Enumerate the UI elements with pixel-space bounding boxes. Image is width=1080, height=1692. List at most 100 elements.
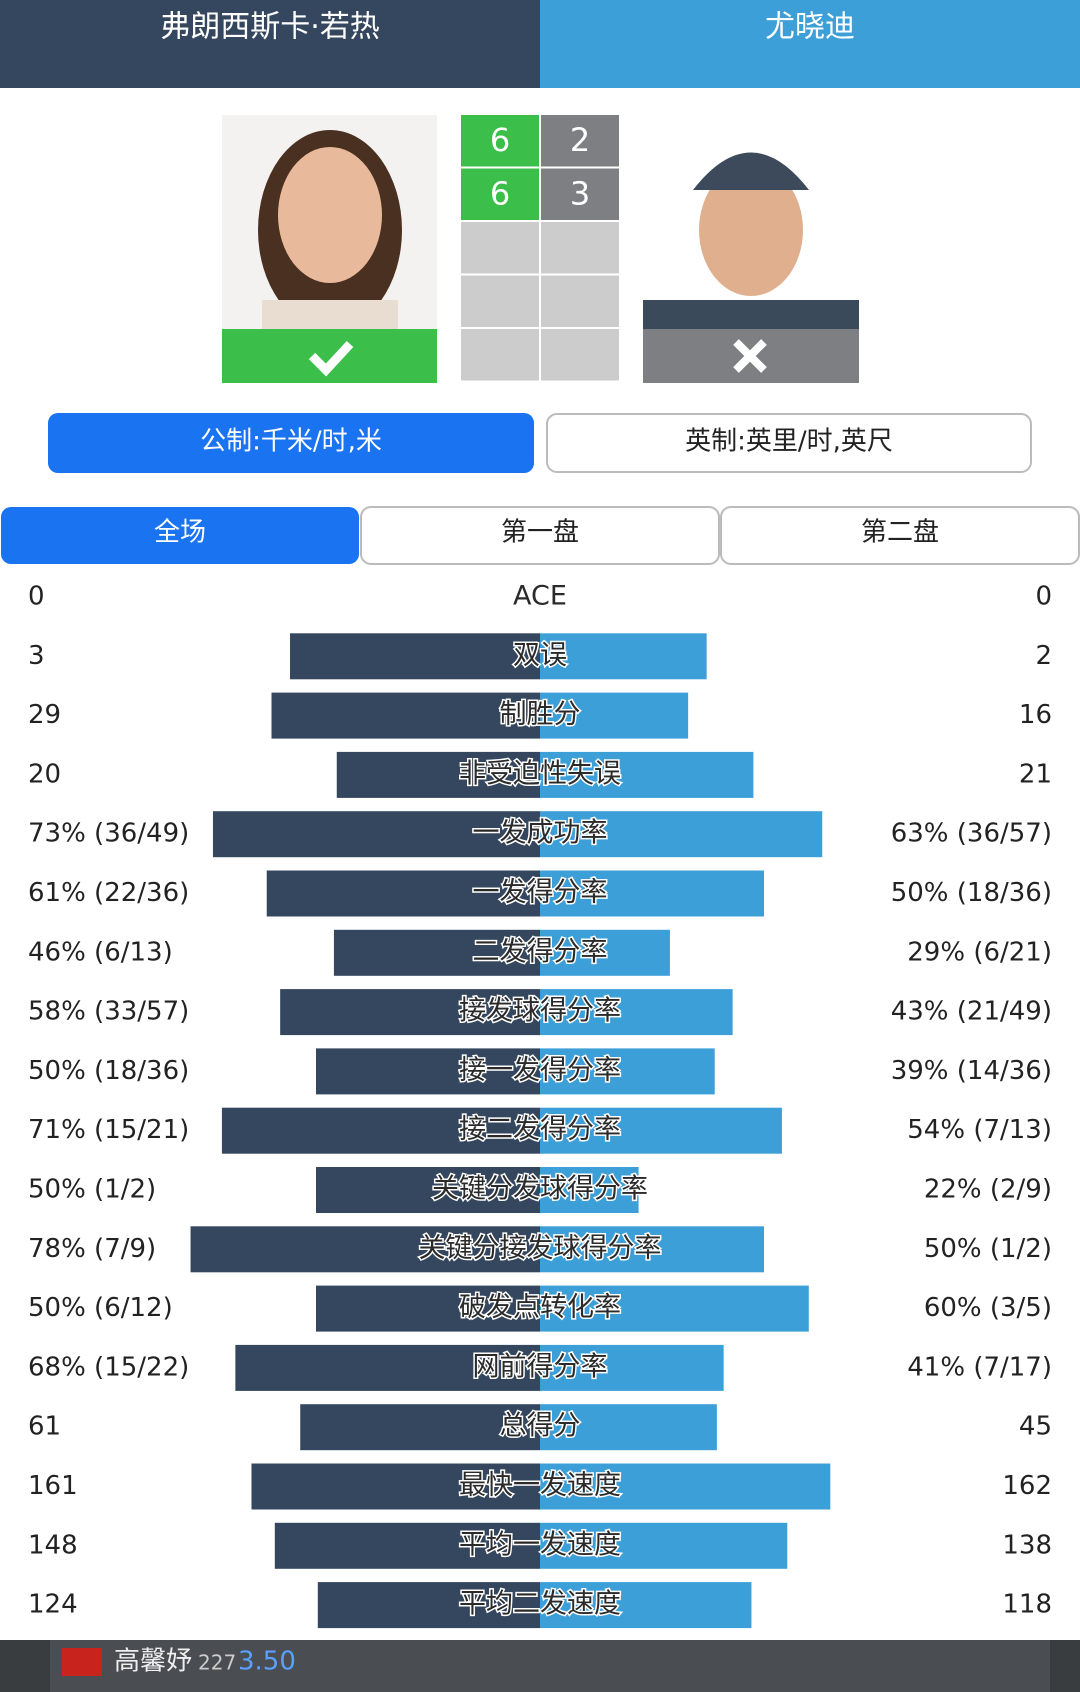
left-bar (316, 1048, 540, 1095)
right-bar (540, 1167, 639, 1213)
right-value: 22% (2/9) (924, 1175, 1052, 1205)
right-value: 138 (1002, 1530, 1052, 1560)
player1-photo (222, 115, 437, 330)
stat-label: ACE (513, 581, 567, 612)
right-bar (540, 1226, 764, 1273)
right-bar (540, 1285, 809, 1332)
score-cell (541, 168, 619, 220)
left-value: 61% (22/36) (28, 878, 189, 908)
left-bar (333, 929, 540, 976)
stat-label: 一发成功率 (473, 818, 608, 849)
stat-label: 破发点转化率 (459, 1292, 621, 1323)
left-bar (274, 1522, 540, 1569)
stat-label: 平均二发速度 (459, 1589, 621, 1620)
left-bar (300, 1404, 540, 1451)
left-value: 61 (28, 1412, 61, 1442)
left-bar (271, 692, 540, 739)
right-value: 43% (21/49) (891, 997, 1052, 1027)
stat-label: 总得分 (500, 1411, 581, 1442)
set-score: 6 (490, 174, 510, 212)
right-bar (540, 1522, 788, 1569)
tab[interactable] (360, 506, 720, 565)
left-bar (336, 751, 540, 798)
score-cell (461, 275, 539, 327)
player2-photo (643, 115, 859, 329)
tab-label: 全场 (154, 518, 206, 548)
right-bar (540, 1463, 831, 1510)
left-value: 161 (28, 1471, 78, 1501)
score-cell (461, 115, 539, 167)
ticker-rank: 227 (198, 1651, 236, 1675)
stat-label: 接一发得分率 (459, 1055, 621, 1086)
tabs: 全场 第一盘 第二盘 (1, 506, 1080, 565)
right-bar (540, 989, 733, 1036)
right-value: 29% (6/21) (907, 937, 1052, 967)
score-cell (541, 275, 619, 327)
right-bar (540, 692, 689, 739)
score-cell (541, 222, 619, 274)
score-cell (461, 168, 539, 220)
metric-button[interactable] (48, 413, 534, 473)
winner-badge (222, 329, 437, 383)
stat-label: 平均一发速度 (459, 1529, 621, 1560)
score-grid: 6 2 6 3 (461, 115, 619, 381)
right-bar (540, 870, 764, 917)
right-bar (540, 633, 707, 680)
imperial-button[interactable] (546, 413, 1032, 473)
imperial-label: 英制:英里/时,英尺 (685, 427, 893, 457)
right-bar (540, 1344, 724, 1391)
right-bar (540, 1048, 715, 1095)
tab-label: 第二盘 (861, 518, 939, 548)
tab[interactable] (720, 506, 1080, 565)
player1-name: 弗朗西斯卡·若热 (160, 10, 380, 45)
ticker-inner (50, 1640, 1050, 1692)
left-value: 46% (6/13) (28, 937, 173, 967)
left-bar (280, 989, 540, 1036)
stat-label: 关键分发球得分率 (432, 1174, 648, 1205)
left-value: 78% (7/9) (28, 1234, 156, 1264)
stats: 0 0 ACE 3 2 双误 29 16 制胜分 20 21 非受迫性失误 73% (36/49) 63%… (28, 579, 1052, 1629)
left-value: 50% (6/12) (28, 1293, 173, 1323)
ticker-odds: 3.50 (238, 1647, 296, 1677)
left-value: 71% (15/21) (28, 1115, 189, 1145)
ticker-name: 高馨妤 (114, 1647, 192, 1677)
left-value: 58% (33/57) (28, 997, 189, 1027)
set-score: 3 (570, 174, 590, 212)
right-value: 2 (1035, 641, 1052, 671)
right-value: 16 (1019, 700, 1052, 730)
left-bar (316, 1167, 540, 1213)
score-cell (541, 115, 619, 167)
tab[interactable] (1, 507, 359, 564)
right-value: 118 (1002, 1590, 1052, 1620)
flag (62, 1648, 102, 1676)
stat-label: 接二发得分率 (459, 1114, 621, 1145)
stat-label: 网前得分率 (473, 1351, 608, 1382)
right-value: 63% (36/57) (891, 819, 1052, 849)
right-value: 41% (7/17) (907, 1352, 1052, 1382)
left-value: 50% (18/36) (28, 1056, 189, 1086)
header-left (0, 0, 540, 88)
header-right (540, 0, 1080, 88)
right-value: 39% (14/36) (891, 1056, 1052, 1086)
right-value: 50% (18/36) (891, 878, 1052, 908)
score-cell (461, 222, 539, 274)
player2-name: 尤晓迪 (765, 10, 855, 45)
stat-label: 接发球得分率 (459, 996, 621, 1027)
right-value: 45 (1019, 1412, 1052, 1442)
right-bar (540, 811, 823, 858)
score-cell (461, 329, 539, 381)
left-value: 29 (28, 700, 61, 730)
left-bar (266, 870, 540, 917)
left-bar (290, 633, 540, 680)
left-value: 73% (36/49) (28, 819, 189, 849)
set-score: 6 (490, 121, 510, 159)
right-value: 0 (1035, 582, 1052, 612)
check-icon (308, 340, 354, 377)
left-bar (235, 1344, 541, 1391)
stat-label: 一发得分率 (473, 877, 608, 908)
left-value: 148 (28, 1530, 78, 1560)
stat-label: 非受迫性失误 (459, 758, 621, 789)
metric-label: 公制:千米/时,米 (200, 427, 382, 457)
left-value: 0 (28, 582, 45, 612)
